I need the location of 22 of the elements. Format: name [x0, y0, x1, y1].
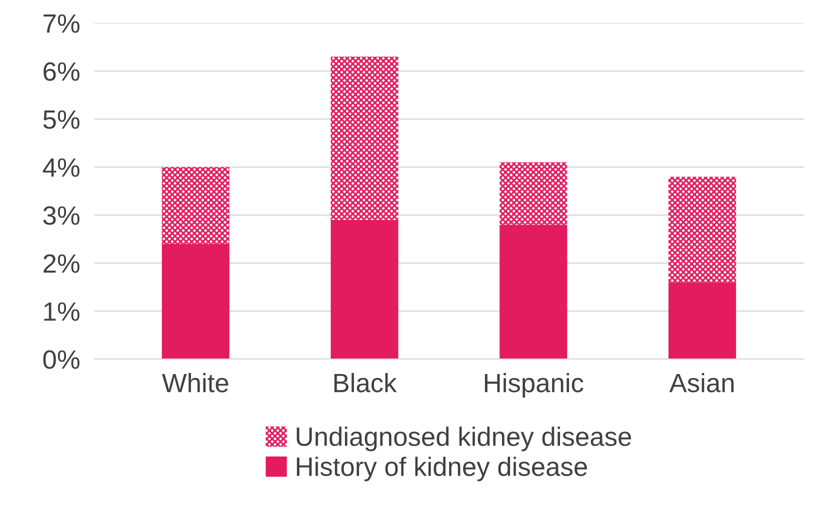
- bar: [668, 176, 736, 282]
- x-tick-label: Asian: [669, 372, 734, 392]
- bar: [330, 220, 398, 360]
- y-tick-label: 4%: [42, 158, 80, 177]
- bar: [330, 56, 398, 220]
- y-tick-label: 0%: [43, 350, 80, 369]
- y-tick-label: 6%: [44, 62, 80, 81]
- bar: [668, 282, 736, 360]
- legend-label: History of kidney disease: [296, 456, 587, 482]
- y-tick-label: 1%: [44, 302, 80, 321]
- x-tick-label: Black: [334, 372, 397, 392]
- bar: [500, 162, 568, 225]
- x-tick-label: White: [162, 372, 228, 392]
- bar: [500, 224, 568, 360]
- bar: [162, 167, 230, 244]
- x-tick-label: Hispanic: [484, 372, 584, 398]
- bar: [162, 244, 230, 360]
- y-tick-label: 7%: [44, 14, 80, 33]
- y-tick-label: 5%: [43, 110, 80, 129]
- y-tick-label: 3%: [43, 206, 80, 225]
- legend-label: Undiagnosed kidney disease: [296, 426, 632, 452]
- y-tick-label: 2%: [44, 254, 80, 273]
